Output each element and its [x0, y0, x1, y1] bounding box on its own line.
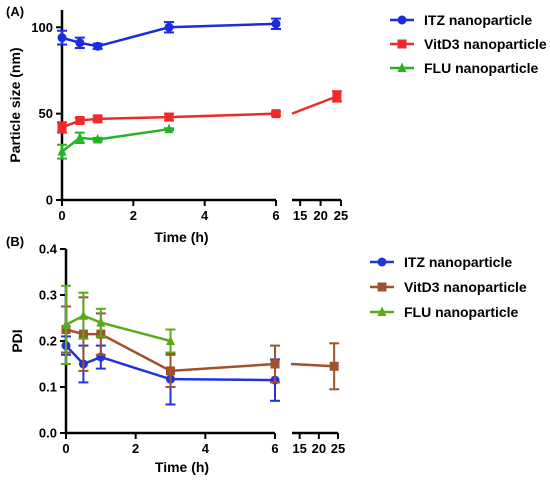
y-tick-label: 0.0 — [39, 426, 57, 441]
x-axis-title: Time (h) — [154, 229, 208, 245]
data-point — [332, 91, 342, 101]
legend-label: ITZ nanoparticle — [404, 254, 512, 270]
y-tick-label: 0 — [46, 193, 53, 208]
x-tick-label: 2 — [130, 208, 137, 223]
legend-label: VitD3 nanoparticle — [424, 36, 547, 52]
y-tick-label: 0.3 — [39, 288, 57, 303]
panel-b: (B) 0.0 0.1 0.2 0.3 0.4 0 2 4 6 15 20 25 Time (h) PDI I… — [6, 234, 527, 475]
series-line — [65, 314, 171, 343]
data-point — [164, 22, 174, 32]
x-tick-label: 15 — [293, 208, 307, 223]
series-vitd3: VitD3 nanoparticle — [61, 279, 527, 391]
x-tick-label: 25 — [334, 208, 348, 223]
y-tick-label: 100 — [31, 20, 53, 35]
data-point — [75, 132, 85, 142]
data-point — [75, 116, 85, 126]
data-point — [166, 366, 175, 376]
series-itz: ITZ nanoparticle — [61, 254, 512, 406]
x-tick-label: 15 — [292, 441, 306, 456]
y-axis-title: PDI — [9, 329, 25, 352]
panel-a: (A) 0 50 100 0 2 4 6 15 20 25 Time (h) Particle size… — [6, 4, 547, 245]
x-tick-label: 4 — [201, 208, 209, 223]
series-flu: FLU nanoparticle — [57, 60, 539, 160]
data-point — [57, 146, 67, 156]
data-point — [75, 38, 85, 48]
x-tick-label: 0 — [58, 208, 65, 223]
x-tick-label: 20 — [312, 441, 326, 456]
legend-label: FLU nanoparticle — [424, 60, 539, 76]
series-itz: ITZ nanoparticle — [57, 12, 532, 51]
panel-label: (A) — [6, 4, 24, 19]
series-line-after-break — [291, 95, 338, 115]
data-point — [61, 319, 71, 329]
legend-label: ITZ nanoparticle — [424, 12, 532, 28]
y-tick-label: 0.1 — [39, 380, 57, 395]
data-point — [271, 109, 281, 119]
data-point — [57, 122, 67, 132]
x-tick-label: 0 — [62, 441, 69, 456]
series-vitd3: VitD3 nanoparticle — [57, 36, 547, 134]
legend-marker — [377, 282, 387, 292]
y-tick-label: 0.4 — [39, 242, 58, 257]
y-axis-title: Particle size (nm) — [7, 47, 23, 162]
legend-marker — [397, 39, 407, 49]
legend-label: FLU nanoparticle — [404, 304, 519, 320]
series-flu: FLU nanoparticle — [61, 284, 519, 365]
data-point — [93, 114, 103, 124]
data-point — [93, 134, 103, 144]
data-point — [329, 361, 339, 371]
x-axis-title: Time (h) — [155, 459, 209, 475]
legend-marker — [397, 62, 407, 72]
x-tick-label: 20 — [313, 208, 327, 223]
panel-label: (B) — [6, 234, 24, 249]
series-line-after-break — [290, 362, 335, 368]
legend-marker — [377, 306, 387, 316]
y-tick-label: 50 — [39, 106, 53, 121]
data-point — [96, 317, 106, 327]
series-line — [61, 127, 170, 153]
data-point — [164, 123, 174, 134]
data-point — [93, 41, 103, 51]
legend-marker — [397, 15, 407, 25]
data-point — [78, 310, 88, 320]
y-tick-label: 0.2 — [39, 334, 57, 349]
x-tick-label: 2 — [132, 441, 139, 456]
x-tick-label: 6 — [271, 441, 278, 456]
data-point — [164, 112, 174, 122]
data-point — [271, 19, 281, 29]
x-tick-label: 6 — [272, 208, 279, 223]
x-tick-label: 4 — [202, 441, 210, 456]
data-point — [270, 359, 280, 369]
data-point — [166, 335, 175, 345]
data-point — [57, 33, 67, 43]
legend-marker — [377, 257, 387, 267]
legend-label: VitD3 nanoparticle — [404, 279, 527, 295]
x-tick-label: 25 — [331, 441, 345, 456]
